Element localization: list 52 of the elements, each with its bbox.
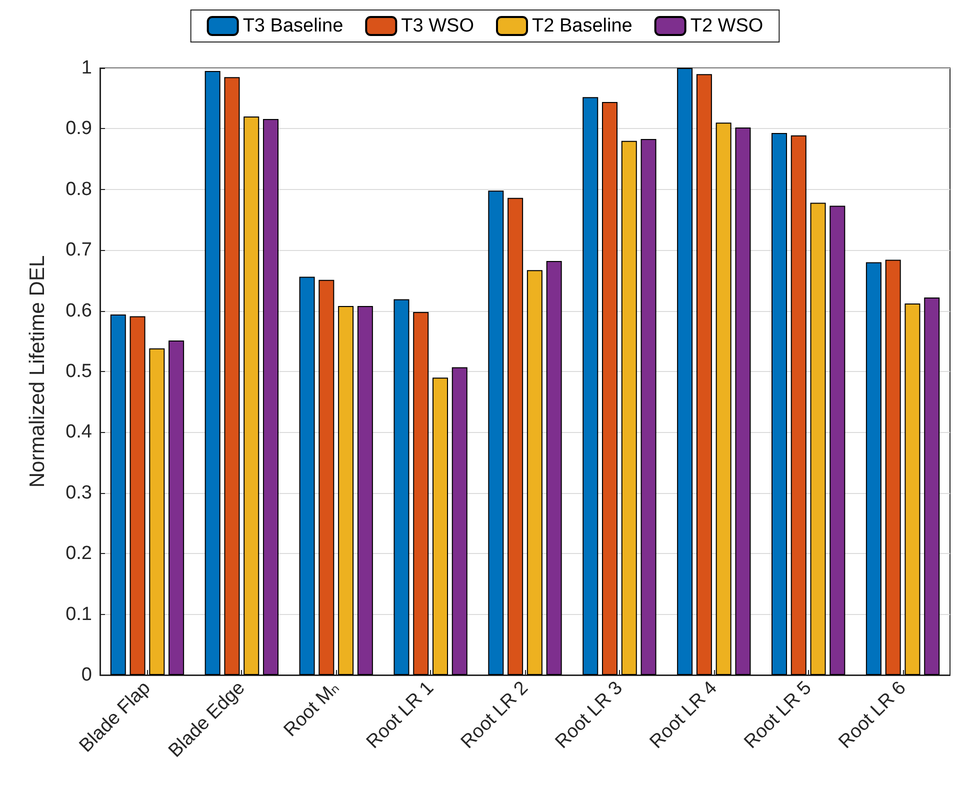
bar	[508, 198, 524, 675]
bar	[110, 314, 126, 675]
bar	[204, 71, 220, 675]
y-tick-label: 0.2	[66, 543, 92, 564]
y-tick-label: 0.9	[66, 118, 92, 140]
bar	[866, 262, 882, 675]
bar	[772, 132, 788, 675]
bar	[488, 190, 504, 675]
bar	[924, 297, 940, 675]
legend-label: T2 WSO	[690, 16, 764, 36]
bar	[810, 202, 826, 675]
bar	[904, 304, 920, 675]
y-tick-label: 0.1	[66, 604, 92, 625]
bar	[130, 316, 146, 675]
y-tick-label: 1	[81, 58, 92, 78]
y-axis-title: Normalized Lifetime DEL	[26, 255, 49, 488]
bar	[830, 206, 846, 675]
legend-label: T2 Baseline	[532, 16, 632, 36]
y-tick-label: 0	[81, 664, 92, 686]
bar	[244, 116, 260, 675]
y-tick-label: 0.5	[66, 361, 92, 382]
y-tick-label: 0.7	[66, 240, 92, 261]
y-tick-label: 0.4	[66, 422, 92, 443]
y-tick-label: 0.8	[66, 178, 92, 200]
bar	[168, 340, 184, 675]
legend-label: T3 Baseline	[242, 16, 344, 36]
bar	[677, 68, 693, 675]
bar	[526, 270, 542, 675]
bar	[357, 306, 373, 675]
bar	[621, 140, 637, 675]
bar	[318, 280, 334, 675]
bar	[716, 122, 732, 675]
y-tick-label: 0.6	[66, 300, 92, 322]
bar	[640, 139, 656, 675]
bar	[546, 261, 562, 675]
legend-label: T3 WSO	[401, 16, 474, 36]
bar	[394, 299, 410, 675]
bar	[224, 77, 240, 675]
bar	[338, 306, 354, 675]
bar	[582, 97, 598, 675]
bar	[735, 127, 751, 675]
bar	[602, 102, 618, 675]
bar	[432, 378, 448, 675]
bar	[413, 312, 429, 675]
bar	[262, 118, 278, 675]
y-tick-label: 0.3	[66, 482, 92, 504]
bar	[149, 348, 165, 675]
bar	[452, 367, 468, 675]
bar	[696, 74, 712, 675]
bar	[790, 135, 806, 675]
bar	[299, 276, 315, 675]
bar	[885, 260, 901, 675]
